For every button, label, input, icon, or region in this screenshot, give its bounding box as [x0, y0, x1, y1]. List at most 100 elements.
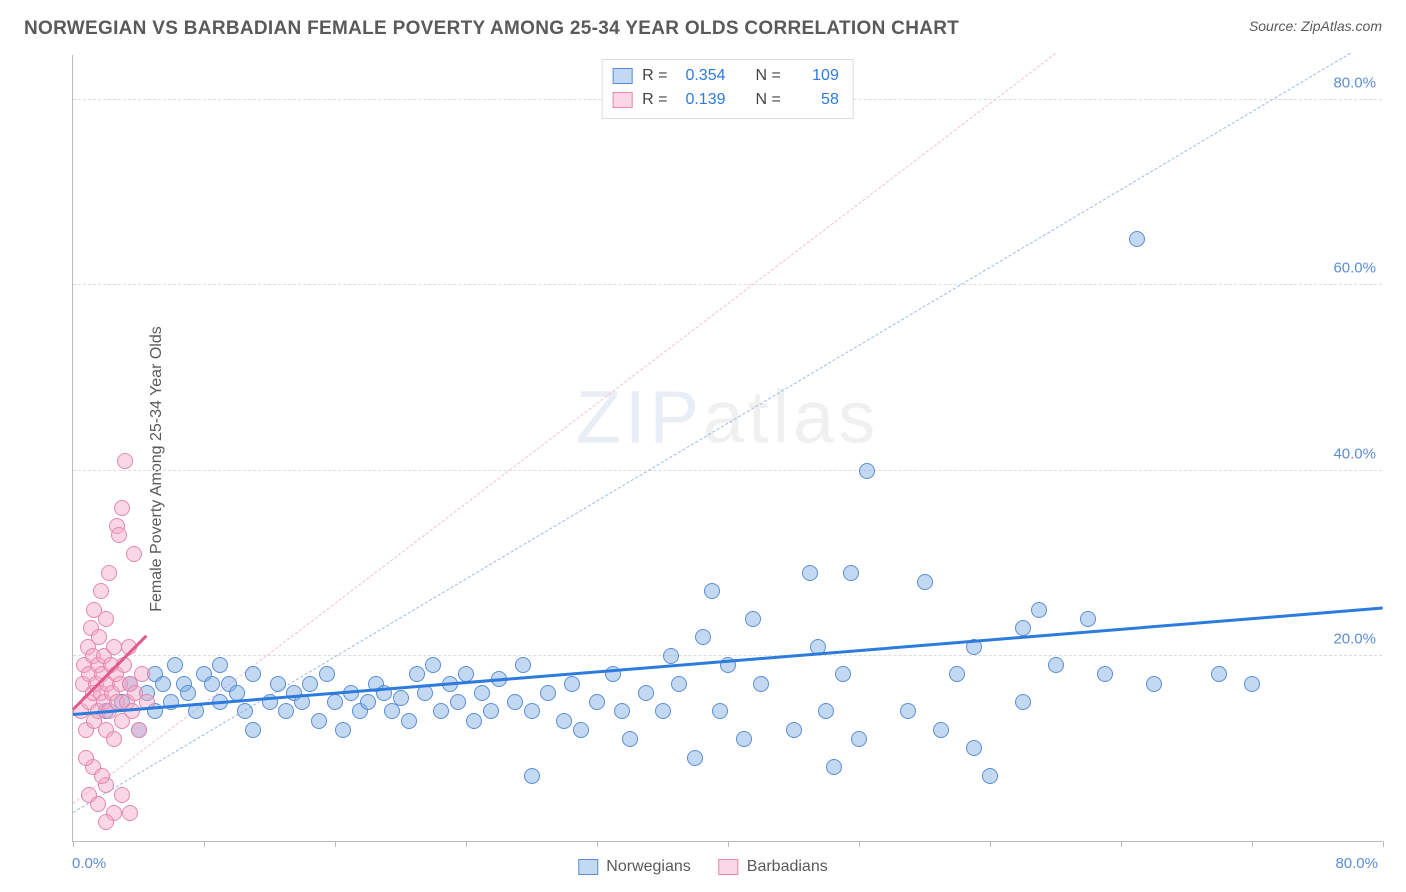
- data-point: [180, 685, 196, 701]
- data-point: [78, 750, 94, 766]
- stats-row: R =0.139N =58: [612, 88, 839, 112]
- y-tick-label: 80.0%: [1333, 75, 1376, 92]
- data-point: [466, 713, 482, 729]
- legend-swatch: [612, 92, 632, 108]
- data-point: [949, 666, 965, 682]
- data-point: [524, 768, 540, 784]
- stats-legend: R =0.354N =109R =0.139N =58: [601, 59, 854, 119]
- legend-label: Norwegians: [606, 858, 690, 876]
- data-point: [101, 565, 117, 581]
- data-point: [859, 463, 875, 479]
- data-point: [933, 722, 949, 738]
- data-point: [900, 703, 916, 719]
- x-tick: [1383, 841, 1384, 847]
- data-point: [393, 690, 409, 706]
- data-point: [826, 759, 842, 775]
- data-point: [474, 685, 490, 701]
- data-point: [695, 629, 711, 645]
- legend-swatch: [578, 859, 598, 875]
- data-point: [753, 676, 769, 692]
- x-tick: [1252, 841, 1253, 847]
- x-tick: [335, 841, 336, 847]
- data-point: [835, 666, 851, 682]
- x-tick: [204, 841, 205, 847]
- legend-swatch: [719, 859, 739, 875]
- watermark-zip: ZIP: [576, 375, 703, 458]
- plot-area: ZIPatlas 20.0%40.0%60.0%80.0%R =0.354N =…: [72, 55, 1382, 842]
- data-point: [1080, 611, 1096, 627]
- gridline: [73, 470, 1382, 471]
- data-point: [114, 787, 130, 803]
- data-point: [704, 583, 720, 599]
- data-point: [1211, 666, 1227, 682]
- data-point: [98, 611, 114, 627]
- trendline: [73, 607, 1383, 716]
- data-point: [1097, 666, 1113, 682]
- data-point: [802, 565, 818, 581]
- data-point: [425, 657, 441, 673]
- legend-item: Barbadians: [719, 858, 828, 876]
- data-point: [614, 703, 630, 719]
- data-point: [106, 639, 122, 655]
- data-point: [622, 731, 638, 747]
- data-point: [98, 814, 114, 830]
- data-point: [1244, 676, 1260, 692]
- data-point: [483, 703, 499, 719]
- y-tick-label: 20.0%: [1333, 630, 1376, 647]
- data-point: [589, 694, 605, 710]
- data-point: [851, 731, 867, 747]
- data-point: [1031, 602, 1047, 618]
- data-point: [1129, 231, 1145, 247]
- data-point: [401, 713, 417, 729]
- y-tick-label: 60.0%: [1333, 260, 1376, 277]
- data-point: [278, 703, 294, 719]
- data-point: [106, 731, 122, 747]
- data-point: [745, 611, 761, 627]
- data-point: [507, 694, 523, 710]
- stat-n-value: 109: [791, 67, 839, 85]
- data-point: [712, 703, 728, 719]
- data-point: [1015, 620, 1031, 636]
- data-point: [524, 703, 540, 719]
- data-point: [556, 713, 572, 729]
- data-point: [818, 703, 834, 719]
- data-point: [564, 676, 580, 692]
- chart-container: Female Poverty Among 25-34 Year Olds ZIP…: [24, 55, 1382, 882]
- data-point: [245, 666, 261, 682]
- data-point: [327, 694, 343, 710]
- x-tick: [466, 841, 467, 847]
- stat-r-value: 0.139: [678, 91, 726, 109]
- chart-title: NORWEGIAN VS BARBADIAN FEMALE POVERTY AM…: [24, 18, 959, 40]
- data-point: [212, 657, 228, 673]
- x-tick: [597, 841, 598, 847]
- data-point: [917, 574, 933, 590]
- watermark: ZIPatlas: [576, 374, 879, 459]
- data-point: [982, 768, 998, 784]
- stat-n-label: N =: [756, 91, 781, 109]
- data-point: [573, 722, 589, 738]
- data-point: [117, 453, 133, 469]
- data-point: [94, 768, 110, 784]
- data-point: [687, 750, 703, 766]
- x-tick: [990, 841, 991, 847]
- data-point: [638, 685, 654, 701]
- gridline: [73, 655, 1382, 656]
- data-point: [736, 731, 752, 747]
- stat-r-value: 0.354: [678, 67, 726, 85]
- legend-swatch: [612, 68, 632, 84]
- data-point: [311, 713, 327, 729]
- data-point: [433, 703, 449, 719]
- legend-item: Norwegians: [578, 858, 690, 876]
- x-tick: [1121, 841, 1122, 847]
- data-point: [319, 666, 335, 682]
- data-point: [111, 527, 127, 543]
- data-point: [91, 629, 107, 645]
- data-point: [134, 666, 150, 682]
- data-point: [155, 676, 171, 692]
- data-point: [671, 676, 687, 692]
- data-point: [843, 565, 859, 581]
- data-point: [966, 740, 982, 756]
- series-legend: Norwegians Barbadians: [578, 858, 827, 876]
- data-point: [515, 657, 531, 673]
- data-point: [450, 694, 466, 710]
